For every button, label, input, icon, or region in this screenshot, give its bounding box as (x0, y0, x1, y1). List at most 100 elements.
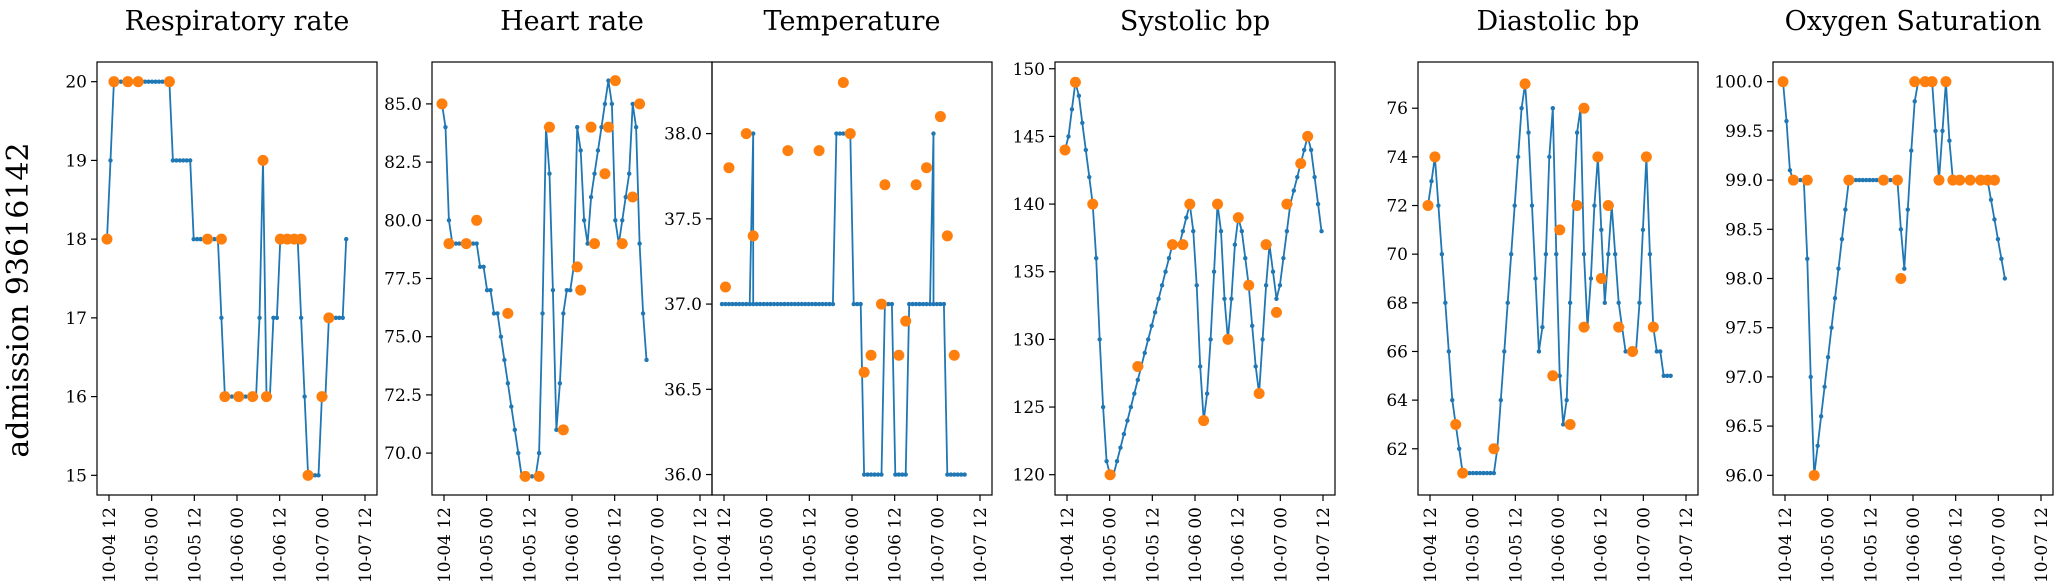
observation-marker (1801, 174, 1813, 186)
x-tick-label: 10-07 00 (313, 507, 333, 582)
series-point (1947, 138, 1952, 143)
y-tick-label: 17 (65, 309, 87, 329)
series-point (1654, 349, 1660, 354)
y-tick-label: 135 (1013, 263, 1045, 283)
observation-marker (1519, 78, 1531, 90)
series-point (1121, 431, 1127, 437)
series-point (188, 158, 193, 163)
series-point (1274, 296, 1279, 301)
x-tick-label: 10-07 00 (648, 507, 668, 582)
x-tick-label: 10-06 00 (1904, 507, 1924, 582)
series-point (1547, 154, 1552, 160)
series-point (744, 301, 749, 307)
series-point (229, 394, 234, 399)
observation-marker (1260, 239, 1272, 251)
series-point (160, 79, 165, 84)
observation-marker (108, 76, 120, 88)
series-point (955, 472, 960, 477)
observation-marker (1547, 370, 1559, 382)
series-point (1222, 296, 1227, 301)
observation-marker (295, 233, 307, 245)
observation-marker (844, 128, 856, 140)
series-point (564, 287, 569, 293)
series-point (782, 301, 787, 307)
x-tick-label: 10-04 12 (715, 507, 735, 582)
observation-marker (1571, 200, 1583, 212)
series-point (1498, 397, 1504, 403)
series-point (1519, 106, 1524, 111)
observation-marker (813, 145, 825, 157)
observation-marker (471, 214, 483, 226)
observation-marker (609, 75, 621, 87)
y-tick-label: 145 (1013, 127, 1045, 147)
series-point (1232, 242, 1238, 247)
x-tick-label: 10-06 12 (886, 507, 906, 582)
observation-marker (1132, 360, 1144, 372)
series-point (453, 241, 459, 246)
series-point (156, 79, 162, 84)
observation-marker (948, 349, 960, 361)
series-point (803, 301, 808, 307)
series-point (834, 131, 839, 136)
series-point (561, 311, 566, 316)
y-tick-label: 98.5 (1725, 220, 1763, 240)
y-tick-label: 68 (1386, 294, 1408, 314)
observation-marker (302, 469, 314, 481)
series-point (1100, 404, 1106, 410)
series-point (1467, 470, 1472, 476)
y-tick-label: 99.0 (1725, 171, 1763, 191)
observation-marker (1640, 151, 1652, 163)
series-line (1064, 82, 1323, 476)
chart-title: Diastolic bp (1477, 6, 1640, 37)
observation-marker (443, 238, 455, 250)
observation-marker (1988, 174, 2000, 186)
y-tick-label: 36.0 (664, 466, 702, 486)
x-tick-label: 10-06 00 (843, 507, 863, 582)
x-tick-label: 10-06 00 (563, 507, 583, 582)
series-point (1574, 130, 1580, 135)
x-tick-label: 10-06 00 (1186, 507, 1206, 582)
observation-marker (602, 121, 614, 133)
y-tick-label: 16 (65, 388, 87, 408)
x-tick-label: 10-06 12 (1947, 507, 1967, 582)
series-point (771, 301, 777, 307)
series-point (219, 315, 224, 321)
series-point (1229, 296, 1234, 301)
series-point (1429, 178, 1434, 184)
observation-marker (634, 98, 646, 110)
observation-marker (1212, 198, 1224, 210)
series-point (457, 241, 462, 246)
y-tick-label: 140 (1013, 195, 1045, 215)
observation-marker (1295, 157, 1307, 169)
series-point (740, 301, 745, 307)
series-point (588, 194, 594, 200)
series-point (1839, 236, 1845, 242)
y-tick-label: 19 (65, 151, 87, 171)
series-point (1843, 207, 1848, 212)
x-tick-label: 10-06 12 (1592, 507, 1612, 582)
series-point (1867, 177, 1872, 183)
y-tick-label: 98.0 (1725, 270, 1763, 290)
series-point (491, 311, 497, 316)
series-point (274, 315, 280, 321)
y-tick-label: 74 (1386, 148, 1408, 168)
x-tick-label: 10-07 00 (1989, 507, 2009, 582)
x-tick-label: 10-05 12 (800, 507, 820, 582)
y-tick-label: 82.5 (384, 153, 422, 173)
series-point (1315, 201, 1321, 207)
series-line (1782, 80, 2006, 476)
chart-title: Heart rate (500, 6, 644, 37)
chart-panel-2: Heart rate 70.0 72.5 75.0 77.5 80.0 82.5 85.0 10… (384, 6, 713, 582)
series-line (1427, 83, 1671, 474)
observation-marker (1253, 388, 1265, 400)
y-tick-label: 120 (1013, 466, 1045, 486)
series-point (620, 218, 625, 223)
x-tick-label: 10-05 12 (185, 507, 205, 582)
observation-marker (1627, 345, 1639, 357)
observation-marker (1933, 174, 1945, 186)
series-point (118, 79, 124, 84)
series-point (875, 472, 881, 477)
chart-panel-6: Oxygen Saturation 96.0 96.5 97.0 97.5 98.0 98.… (1714, 6, 2054, 582)
series-point (1066, 134, 1071, 139)
series-point (1477, 470, 1483, 476)
